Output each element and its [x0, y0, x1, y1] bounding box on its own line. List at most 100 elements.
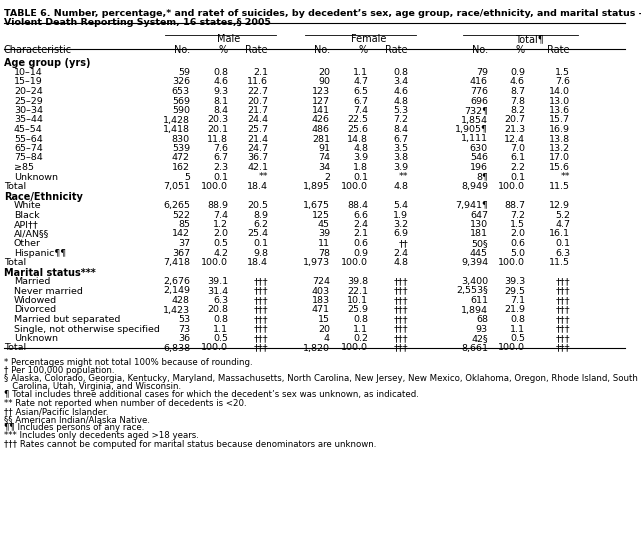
Text: 1.5: 1.5	[510, 220, 525, 229]
Text: 2.2: 2.2	[510, 163, 525, 172]
Text: API††: API††	[14, 220, 38, 229]
Text: 4.6: 4.6	[213, 78, 228, 87]
Text: †††: †††	[253, 306, 268, 315]
Text: 20.7: 20.7	[247, 97, 268, 106]
Text: 25.7: 25.7	[247, 125, 268, 134]
Text: 2,553§: 2,553§	[456, 287, 488, 296]
Text: 6.3: 6.3	[213, 296, 228, 305]
Text: 11.5: 11.5	[549, 258, 570, 267]
Text: 590: 590	[172, 106, 190, 115]
Text: 1,895: 1,895	[303, 182, 330, 191]
Text: 6.6: 6.6	[353, 211, 368, 220]
Text: 0.8: 0.8	[393, 68, 408, 77]
Text: †† Asian/Pacific Islander.: †† Asian/Pacific Islander.	[4, 407, 108, 416]
Text: †††: †††	[555, 325, 570, 334]
Text: 428: 428	[172, 296, 190, 305]
Text: 1,854: 1,854	[461, 116, 488, 125]
Text: Rate: Rate	[246, 45, 268, 55]
Text: 3.2: 3.2	[393, 220, 408, 229]
Text: Rate: Rate	[385, 45, 408, 55]
Text: 16.9: 16.9	[549, 125, 570, 134]
Text: †††: †††	[555, 296, 570, 305]
Text: 1.2: 1.2	[213, 220, 228, 229]
Text: 9,394: 9,394	[461, 258, 488, 267]
Text: 1.1: 1.1	[353, 325, 368, 334]
Text: 39.8: 39.8	[347, 277, 368, 286]
Text: 0.8: 0.8	[213, 68, 228, 77]
Text: †††: †††	[394, 306, 408, 315]
Text: 1.1: 1.1	[353, 68, 368, 77]
Text: 24.7: 24.7	[247, 144, 268, 153]
Text: 25.4: 25.4	[247, 230, 268, 239]
Text: 22.7: 22.7	[247, 87, 268, 96]
Text: †††: †††	[555, 306, 570, 315]
Text: 6,265: 6,265	[163, 201, 190, 210]
Text: 17.0: 17.0	[549, 154, 570, 163]
Text: Single, not otherwise specified: Single, not otherwise specified	[14, 325, 160, 334]
Text: 50§: 50§	[471, 239, 488, 248]
Text: Carolina, Utah, Virginia, and Wisconsin.: Carolina, Utah, Virginia, and Wisconsin.	[4, 382, 181, 391]
Text: 4.6: 4.6	[393, 87, 408, 96]
Text: 85: 85	[178, 220, 190, 229]
Text: 88.4: 88.4	[347, 201, 368, 210]
Text: 0.1: 0.1	[555, 239, 570, 248]
Text: †††: †††	[555, 315, 570, 324]
Text: 100.0: 100.0	[201, 343, 228, 353]
Text: 776: 776	[470, 87, 488, 96]
Text: 4.2: 4.2	[213, 249, 228, 258]
Text: Married: Married	[14, 277, 51, 286]
Text: 2.0: 2.0	[510, 230, 525, 239]
Text: 569: 569	[172, 97, 190, 106]
Text: †††: †††	[253, 315, 268, 324]
Text: 1.1: 1.1	[213, 325, 228, 334]
Text: 0.8: 0.8	[353, 315, 368, 324]
Text: †††: †††	[253, 334, 268, 343]
Text: †††: †††	[253, 343, 268, 353]
Text: 29.5: 29.5	[504, 287, 525, 296]
Text: 20.8: 20.8	[207, 306, 228, 315]
Text: 4.7: 4.7	[353, 78, 368, 87]
Text: 36: 36	[178, 334, 190, 343]
Text: AI/AN§§: AI/AN§§	[14, 230, 49, 239]
Text: TABLE 6. Number, percentage,* and rate† of suicides, by decedent’s sex, age grou: TABLE 6. Number, percentage,* and rate† …	[4, 9, 641, 18]
Text: 2,676: 2,676	[163, 277, 190, 286]
Text: 130: 130	[470, 220, 488, 229]
Text: 7.1: 7.1	[510, 296, 525, 305]
Text: Total¶: Total¶	[515, 34, 544, 44]
Text: 416: 416	[470, 78, 488, 87]
Text: Violent Death Reporting System, 16 states,§ 2005: Violent Death Reporting System, 16 state…	[4, 18, 271, 27]
Text: 13.6: 13.6	[549, 106, 570, 115]
Text: 1,973: 1,973	[303, 258, 330, 267]
Text: Divorced: Divorced	[14, 306, 56, 315]
Text: 11.5: 11.5	[549, 182, 570, 191]
Text: 830: 830	[172, 135, 190, 144]
Text: 142: 142	[172, 230, 190, 239]
Text: †††: †††	[394, 315, 408, 324]
Text: 100.0: 100.0	[498, 343, 525, 353]
Text: 4.6: 4.6	[510, 78, 525, 87]
Text: 11.8: 11.8	[207, 135, 228, 144]
Text: 2.1: 2.1	[253, 68, 268, 77]
Text: 21.9: 21.9	[504, 306, 525, 315]
Text: 20–24: 20–24	[14, 87, 43, 96]
Text: 0.8: 0.8	[510, 315, 525, 324]
Text: No.: No.	[314, 45, 330, 55]
Text: 10.1: 10.1	[347, 296, 368, 305]
Text: 15.7: 15.7	[549, 116, 570, 125]
Text: 20.5: 20.5	[247, 201, 268, 210]
Text: 426: 426	[312, 116, 330, 125]
Text: **: **	[560, 173, 570, 182]
Text: 630: 630	[470, 144, 488, 153]
Text: 0.1: 0.1	[213, 173, 228, 182]
Text: 1.1: 1.1	[510, 325, 525, 334]
Text: 36.7: 36.7	[247, 154, 268, 163]
Text: 7,941¶: 7,941¶	[455, 201, 488, 210]
Text: %: %	[359, 45, 368, 55]
Text: 1,675: 1,675	[303, 201, 330, 210]
Text: †††: †††	[394, 296, 408, 305]
Text: 196: 196	[470, 163, 488, 172]
Text: 45–54: 45–54	[14, 125, 43, 134]
Text: †††: †††	[555, 287, 570, 296]
Text: Widowed: Widowed	[14, 296, 57, 305]
Text: Married but separated: Married but separated	[14, 315, 121, 324]
